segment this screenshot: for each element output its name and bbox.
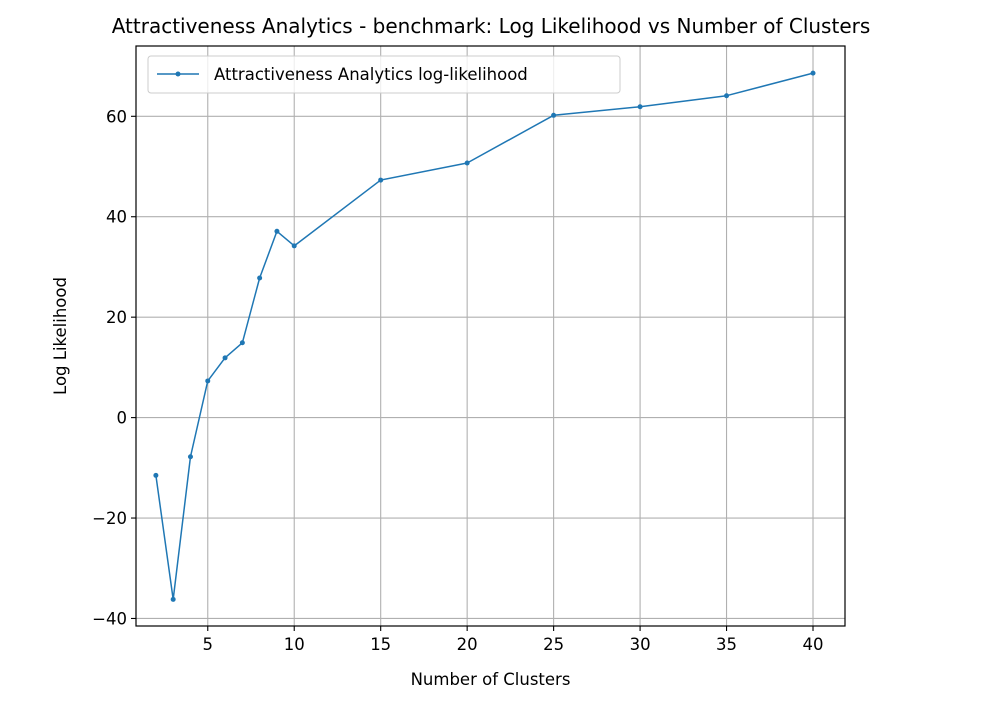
x-tick-label: 10: [284, 635, 305, 654]
y-tick-label: 60: [106, 107, 127, 126]
y-tick-label: −20: [92, 509, 127, 528]
data-point: [257, 275, 263, 281]
data-point: [810, 70, 816, 76]
data-point: [239, 340, 245, 346]
y-tick-label: 0: [117, 409, 128, 428]
data-point: [170, 596, 176, 602]
chart-title: Attractiveness Analytics - benchmark: Lo…: [112, 14, 871, 38]
series-layer: [153, 70, 816, 602]
data-point: [187, 454, 193, 460]
legend: Attractiveness Analytics log-likelihood: [147, 55, 621, 94]
legend-label: Attractiveness Analytics log-likelihood: [214, 65, 528, 84]
x-tick-label: 35: [716, 635, 737, 654]
data-point: [637, 104, 643, 110]
x-axis-label: Number of Clusters: [411, 670, 571, 689]
axis-ticks: 5 10 15 20 25 30 35 40 −40 −20 0 20 40 60: [92, 107, 823, 654]
x-tick-label: 25: [543, 635, 564, 654]
x-tick-label: 15: [370, 635, 391, 654]
data-point: [274, 228, 280, 234]
data-point: [378, 177, 384, 183]
data-point: [464, 160, 470, 166]
legend-marker: [175, 71, 181, 77]
data-point: [153, 472, 159, 478]
y-tick-label: 20: [106, 308, 127, 327]
x-tick-label: 40: [803, 635, 824, 654]
y-tick-label: −40: [92, 609, 127, 628]
x-tick-label: 20: [457, 635, 478, 654]
x-tick-label: 30: [630, 635, 651, 654]
legend-box: [147, 55, 621, 94]
data-point: [205, 378, 211, 384]
grid: [136, 46, 845, 626]
data-point: [291, 243, 297, 249]
data-point: [222, 355, 228, 361]
y-tick-label: 40: [106, 208, 127, 227]
y-axis-label: Log Likelihood: [51, 277, 70, 395]
x-tick-label: 5: [203, 635, 214, 654]
data-point: [551, 112, 557, 118]
plot-frame: [135, 45, 846, 627]
data-point: [724, 93, 730, 99]
